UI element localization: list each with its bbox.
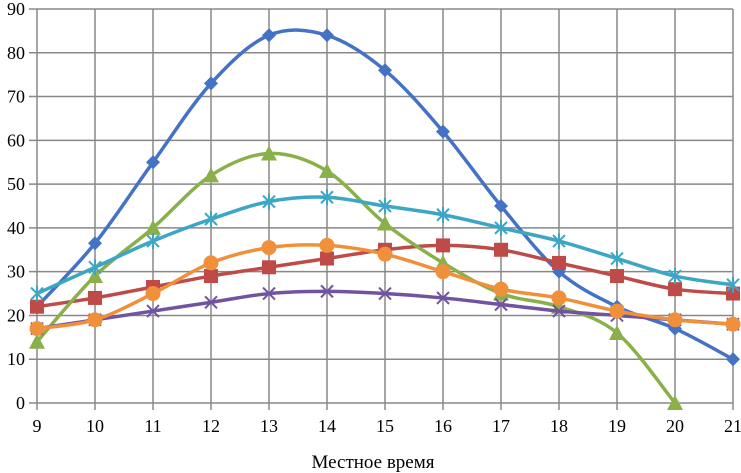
x-tick-label: 14	[318, 416, 336, 436]
series-5-point	[88, 259, 102, 276]
series-3-point	[87, 268, 103, 284]
series-5-point	[320, 189, 334, 206]
y-tick-label: 0	[16, 393, 25, 413]
x-tick-label: 12	[202, 416, 220, 436]
x-tick-label: 11	[144, 416, 161, 436]
series-6-point	[725, 316, 741, 332]
series-5-point	[204, 211, 218, 228]
series-2-point	[320, 251, 334, 266]
series-5-point	[30, 285, 44, 302]
series-6-point	[319, 237, 335, 253]
y-tick-label: 70	[7, 87, 25, 107]
series-3-point	[377, 215, 393, 231]
marker-stroke	[552, 304, 566, 318]
series-1-point	[436, 124, 450, 139]
series-2-point	[30, 299, 44, 314]
series-5-point	[668, 268, 682, 285]
y-tick-label: 30	[7, 262, 25, 282]
series-3-point	[261, 145, 277, 161]
y-tick-label: 40	[7, 218, 25, 238]
x-tick-label: 15	[376, 416, 394, 436]
series-6-point	[493, 281, 509, 297]
y-tick-label: 10	[7, 349, 25, 369]
series-6-point	[87, 312, 103, 328]
series-5-point	[610, 250, 624, 267]
series-1-point	[204, 76, 218, 91]
series-6-point	[377, 246, 393, 262]
series-6-point	[551, 290, 567, 306]
marker-stroke	[494, 297, 508, 312]
series-2-point	[726, 286, 740, 301]
series-6-point	[609, 303, 625, 319]
series-3-point	[29, 333, 45, 349]
y-tick-label: 80	[7, 43, 25, 63]
y-tick-label: 60	[7, 130, 25, 150]
series-2-point	[436, 238, 450, 253]
series-2-point	[610, 269, 624, 284]
series-4-point	[378, 286, 392, 301]
tick-labels: 0 10 20 30 40 50 60 70 80 90 9 10 11 12 13 14 15 16 17 18 19…	[7, 0, 741, 436]
series-1-point	[320, 28, 334, 43]
series-4-point	[494, 297, 508, 312]
series-5-point	[726, 276, 740, 293]
x-axis-label: Местное время	[311, 452, 434, 473]
marker-stroke	[146, 304, 160, 318]
series-4-point	[146, 304, 160, 318]
series-2-point	[204, 269, 218, 284]
series-5-point	[436, 206, 450, 223]
x-tick-label: 19	[608, 416, 626, 436]
series-3-point	[667, 395, 683, 410]
marker-stroke	[262, 286, 276, 301]
series-4-point	[262, 286, 276, 301]
series-6-point	[203, 255, 219, 271]
series-2-point	[88, 290, 102, 305]
y-tick-label: 90	[7, 0, 25, 19]
y-tick-label: 20	[7, 305, 25, 325]
series-5-point	[378, 198, 392, 214]
series-4-point	[552, 304, 566, 318]
series-6-point	[667, 312, 683, 328]
x-tick-label: 13	[260, 416, 278, 436]
series-1-point	[146, 155, 160, 170]
series-6-point	[145, 286, 161, 302]
series-4-point	[204, 295, 218, 310]
series-3-point	[145, 219, 161, 235]
series-1-point	[88, 236, 102, 251]
x-tick-label: 18	[550, 416, 568, 436]
x-tick-label: 10	[86, 416, 104, 436]
series-4-point	[320, 284, 334, 299]
series-4-point	[436, 291, 450, 305]
series-2-point	[494, 242, 508, 257]
series-2-point	[668, 282, 682, 297]
series-6-point	[29, 321, 45, 337]
series-3-point	[203, 167, 219, 183]
series-group	[29, 28, 741, 410]
series-5-point	[494, 219, 508, 236]
x-tick-label: 9	[33, 416, 42, 436]
series-5-point	[262, 193, 276, 210]
series-1-point	[726, 352, 740, 367]
y-tick-label: 50	[7, 174, 25, 194]
series-3-point	[319, 162, 335, 178]
series-1-point	[378, 63, 392, 78]
marker-stroke	[320, 284, 334, 299]
x-tick-label: 16	[434, 416, 452, 436]
series-5-point	[146, 233, 160, 250]
marker-stroke	[436, 291, 450, 305]
x-tick-label: 20	[666, 416, 684, 436]
marker-stroke	[204, 295, 218, 310]
series-5-point	[552, 233, 566, 250]
series-2-point	[262, 260, 276, 275]
marker-stroke	[378, 286, 392, 301]
x-tick-label: 21	[724, 416, 741, 436]
series-6-point	[261, 240, 277, 256]
series-3-point	[609, 324, 625, 340]
series-2-point	[552, 255, 566, 270]
series-6-point	[435, 264, 451, 280]
x-tick-label: 17	[492, 416, 510, 436]
series-1-point	[494, 199, 508, 213]
series-1-point	[262, 28, 276, 43]
